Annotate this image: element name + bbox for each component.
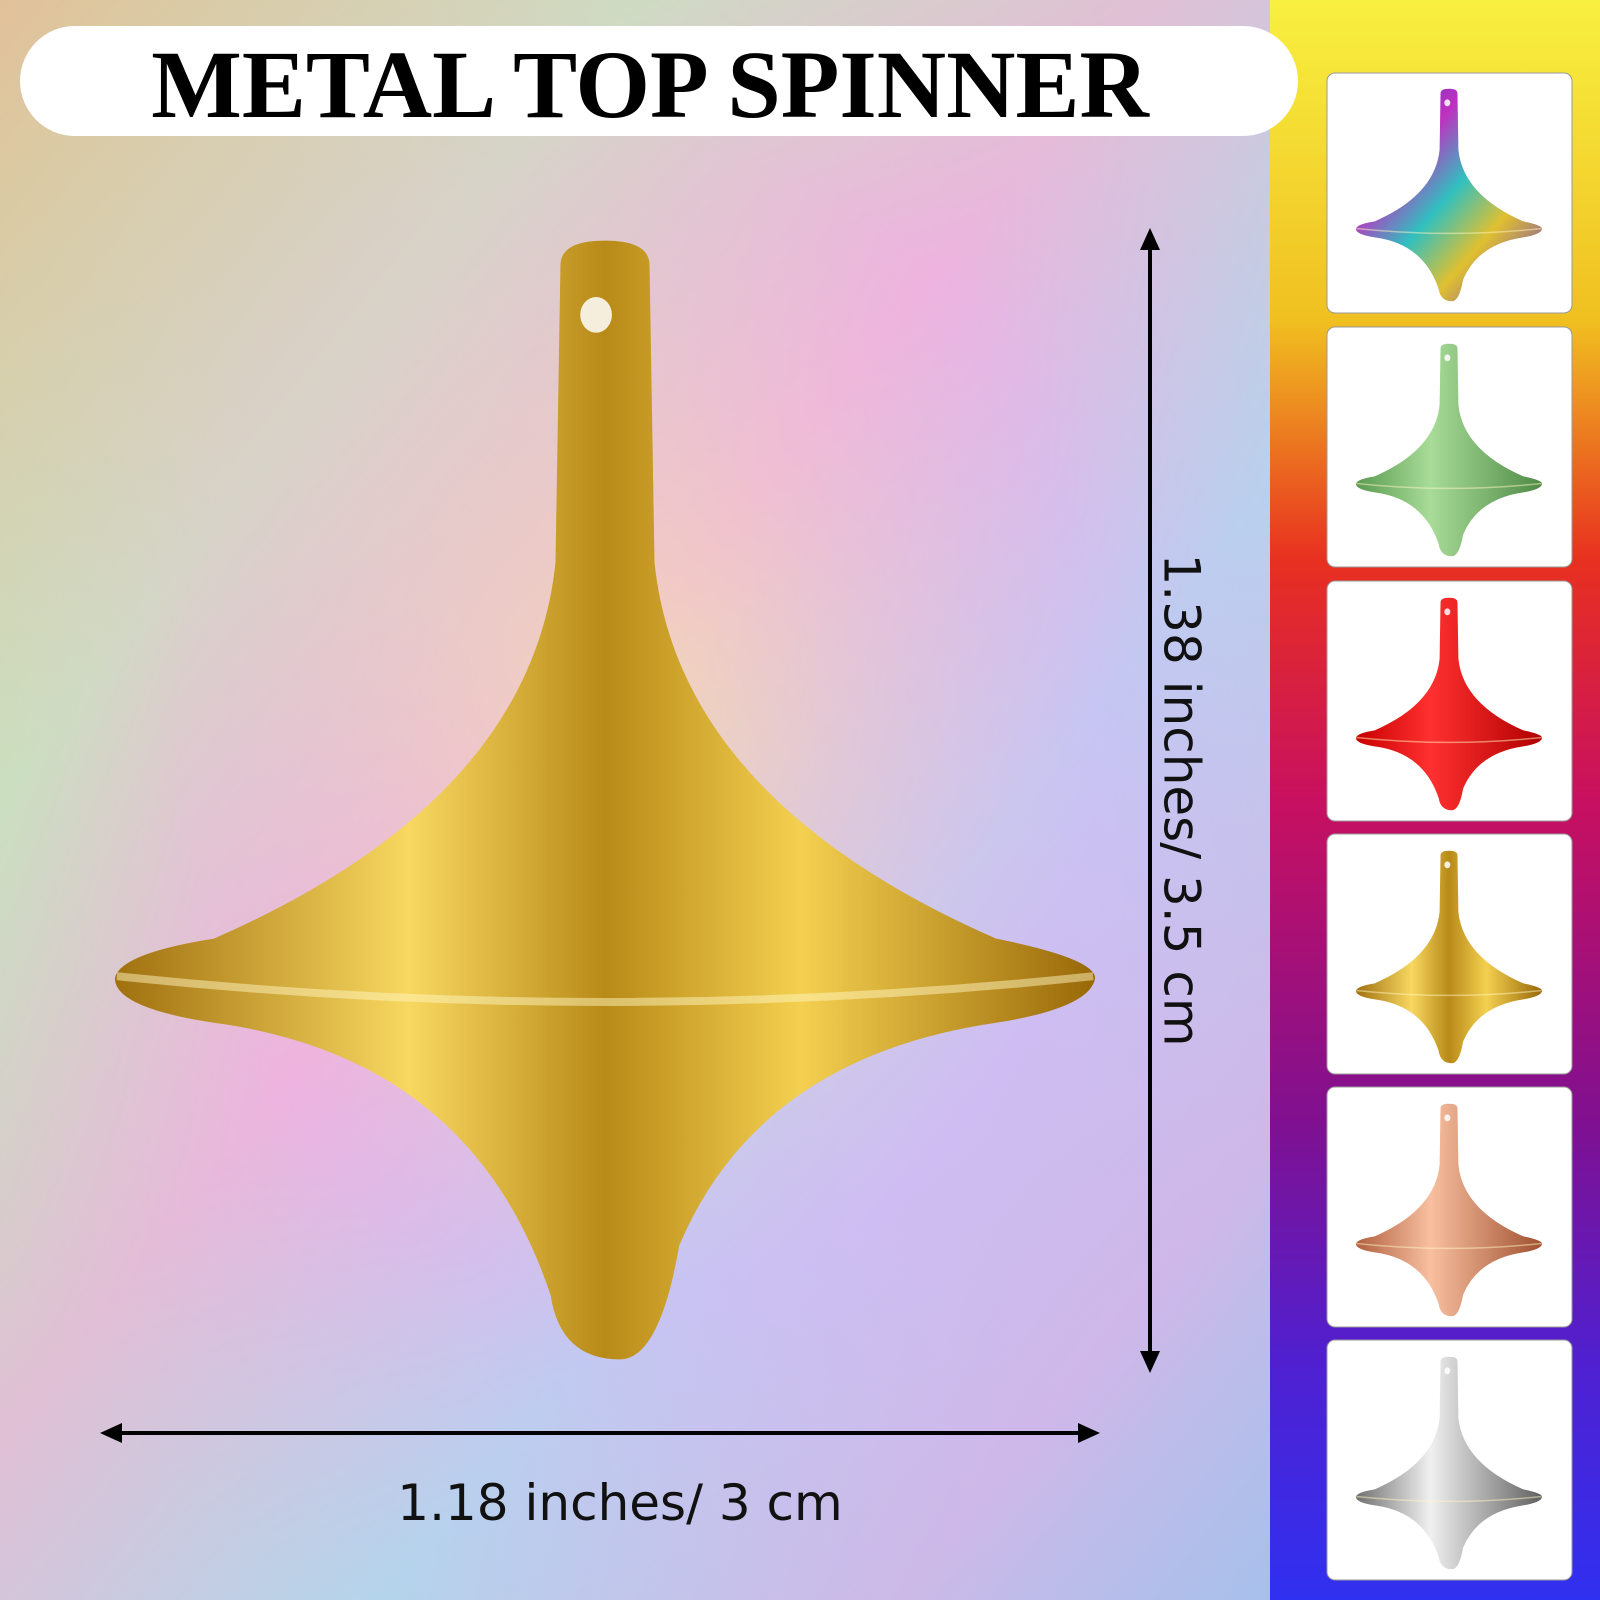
title-banner xyxy=(20,26,1298,136)
height-arrow xyxy=(1140,228,1160,1373)
width-label: 1.18 inches/ 3 cm xyxy=(397,1474,842,1532)
height-label: 1.38 inches/ 3.5 cm xyxy=(1153,553,1211,1046)
thumbnails xyxy=(1326,72,1573,1581)
width-arrow xyxy=(100,1423,1100,1443)
title: METAL TOP SPINNER xyxy=(151,31,1150,138)
